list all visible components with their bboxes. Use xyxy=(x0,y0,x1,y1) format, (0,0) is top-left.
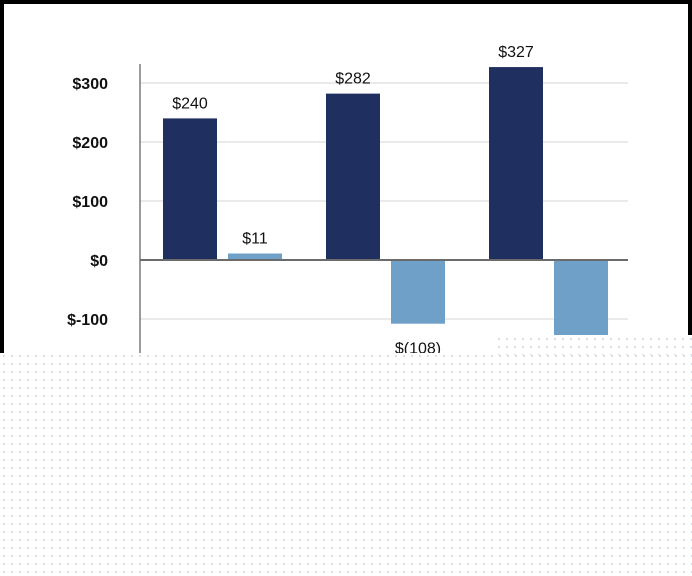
y-tick-label: $-100 xyxy=(67,312,108,329)
bar xyxy=(228,253,282,260)
data-label: $240 xyxy=(172,95,208,112)
y-tick-label: $200 xyxy=(72,135,108,152)
data-labels: $240 $282 $327 $11 $(108) xyxy=(172,44,534,353)
y-tick-label: $100 xyxy=(72,194,108,211)
bar-chart: $300 $200 $100 $0 $-100 $240 $282 $327 $11 $(108… xyxy=(67,44,628,353)
axes: $300 $200 $100 $0 $-100 xyxy=(67,64,628,353)
bar xyxy=(391,260,445,324)
y-tick-label: $0 xyxy=(90,253,108,270)
frame-border-left xyxy=(0,0,4,353)
gridlines xyxy=(140,82,628,320)
data-label: $282 xyxy=(335,71,371,88)
frame-border-right xyxy=(688,0,692,353)
y-tick-label: $300 xyxy=(72,76,108,93)
data-label: $327 xyxy=(498,44,534,61)
data-label: $11 xyxy=(242,231,268,248)
bars xyxy=(163,67,608,337)
bar xyxy=(554,260,608,337)
bar xyxy=(489,67,543,260)
data-label: $(108) xyxy=(395,341,441,353)
bar xyxy=(163,118,217,261)
bar xyxy=(326,93,380,261)
chart-frame: $300 $200 $100 $0 $-100 $240 $282 $327 $11 $(108… xyxy=(0,0,692,353)
cropped-area xyxy=(495,335,692,355)
